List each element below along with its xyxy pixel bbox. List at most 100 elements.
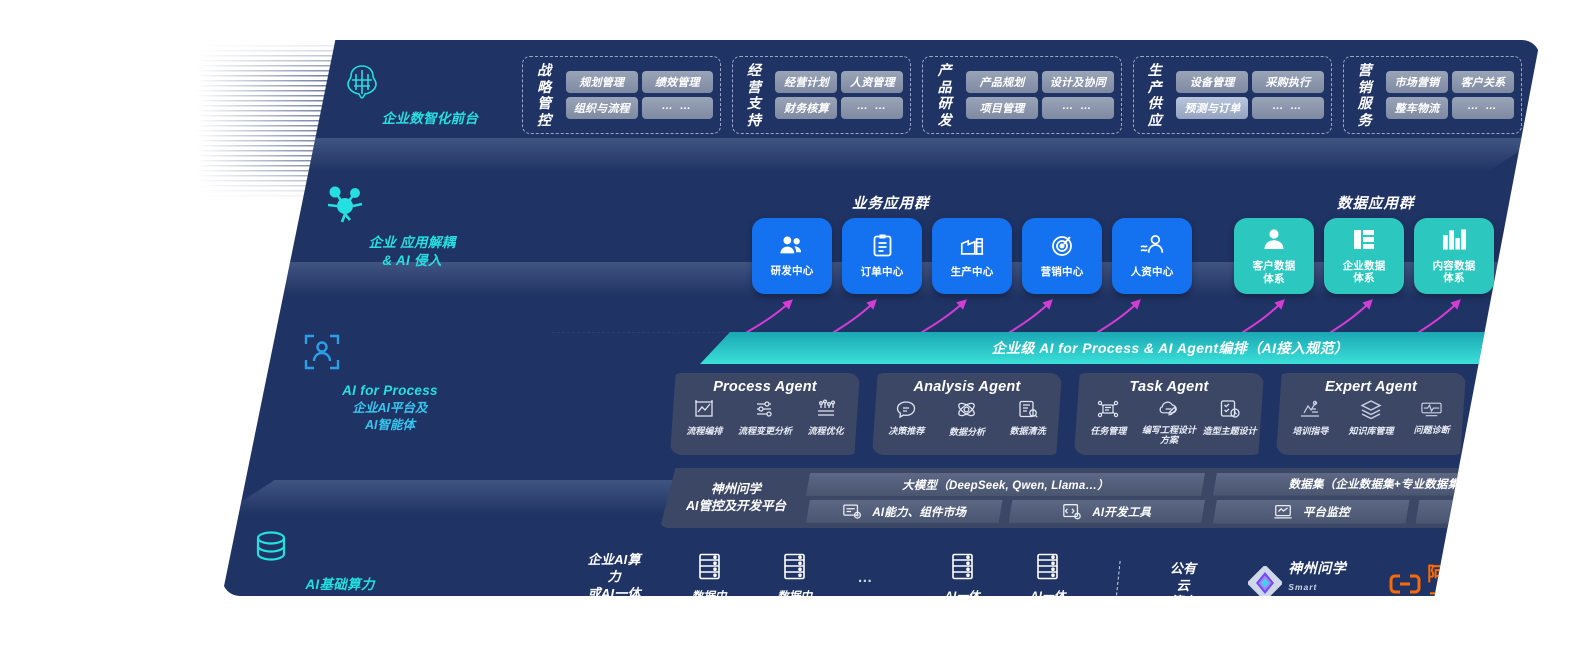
huawei-logo-label: HUAWEI <box>1518 599 1560 609</box>
rail-sublabel: 企业AI平台及 AI智能体 <box>352 401 428 433</box>
settings-list-icon <box>754 399 776 424</box>
agent-feature[interactable]: 数据清洗 <box>998 399 1058 436</box>
server-icon <box>782 553 807 585</box>
app-card[interactable]: 订单中心 <box>842 218 922 294</box>
strategy-cell[interactable]: … … <box>1252 97 1324 120</box>
devtools-icon <box>1062 503 1082 520</box>
app-card-label: 营销中心 <box>1040 266 1084 279</box>
hr-person-icon <box>1139 233 1165 262</box>
strategy-cell[interactable]: 项目管理 <box>966 97 1038 120</box>
business-app-cards: 研发中心 订单中心 生产中心 营销中心 人资中心 <box>752 218 1192 294</box>
agent-card[interactable]: Analysis Agent 决策推荐 数据分析 数据清洗 <box>872 373 1062 455</box>
agent-feature[interactable]: 任务管理 <box>1078 399 1138 436</box>
data-apps-title: 数据应用群 <box>1337 196 1415 212</box>
agent-feature[interactable]: 流程编排 <box>674 399 734 436</box>
agent-feature-label: 知识库管理 <box>1348 426 1394 436</box>
strategy-cell[interactable]: 整车物流 <box>1385 97 1448 120</box>
agent-card[interactable]: Process Agent 流程编排 流程变更分析 流程优化 <box>670 373 860 455</box>
strategy-group[interactable]: 经营 支持 经营计划 人资管理 财务核算… … <box>732 56 912 135</box>
pi-data-icon <box>1502 399 1523 424</box>
server-icon <box>950 553 975 585</box>
strategy-group-title: 营销 服务 <box>1357 62 1373 128</box>
strategy-cell[interactable]: 人资管理 <box>841 71 904 94</box>
users-icon <box>779 234 805 261</box>
strategy-cell[interactable]: … … <box>641 97 714 120</box>
strategy-cell[interactable]: 客户关系 <box>1451 71 1514 94</box>
app-card[interactable]: 企业数据 体系 <box>1324 218 1404 294</box>
strategy-cell[interactable]: 产品规划 <box>966 71 1038 94</box>
clipboard-icon <box>871 233 894 262</box>
agent-feature-label: 编写工程设计方案 <box>1141 425 1196 446</box>
app-card[interactable]: 研发中心 <box>752 218 832 294</box>
agent-feature[interactable]: PI数据识别 <box>1482 399 1540 436</box>
strategy-cell[interactable]: … … <box>841 97 904 120</box>
strategy-cell[interactable]: 预测与订单 <box>1176 97 1249 120</box>
agent-feature[interactable]: 数据权限 & 安全 <box>1543 399 1572 447</box>
infrastructure-item[interactable]: 公有云 算力 <box>1164 561 1203 596</box>
app-card[interactable]: 产品数据 体系 <box>1504 218 1540 294</box>
server-icon <box>1035 553 1060 585</box>
strategy-cell[interactable]: 财务核算 <box>775 97 838 120</box>
architecture-board: 企业数智化前台 企业 应用解耦 & AI 侵入 <box>222 40 1540 596</box>
agent-feature[interactable]: 流程优化 <box>796 399 856 436</box>
agent-feature[interactable]: 造型主题设计 <box>1200 399 1260 436</box>
agent-card-title: Analysis Agent <box>913 379 1021 395</box>
app-card[interactable]: 内容数据 体系 <box>1414 218 1494 294</box>
infrastructure-item[interactable]: 数据中心 <box>686 553 732 596</box>
strategy-cell[interactable]: 采购执行 <box>1252 71 1324 94</box>
agent-feature[interactable]: 问题诊断 <box>1402 399 1462 435</box>
platform-button-label: 计费/计量 <box>1503 506 1554 519</box>
infrastructure-item[interactable]: 数据中心 <box>772 553 818 596</box>
strategy-group-title: 产品 研发 <box>937 62 953 128</box>
strategy-cell[interactable]: 经营计划 <box>775 71 838 94</box>
agent-feature[interactable]: 决策推荐 <box>876 399 936 436</box>
platform-billing-button[interactable]: 计费/计量 <box>1415 499 1554 524</box>
strategy-cell[interactable]: 设备管理 <box>1176 71 1249 94</box>
strategy-cell[interactable]: 规划管理 <box>565 71 638 94</box>
strategy-cell[interactable]: … … <box>1451 97 1514 120</box>
agent-feature[interactable]: 流程变更分析 <box>735 399 795 436</box>
strategy-group[interactable]: 战略 管控 规划管理 绩效管理 组织与流程… … <box>522 56 722 135</box>
ai-devtools-button[interactable]: AI开发工具 <box>1008 500 1205 523</box>
strategy-cell[interactable]: 绩效管理 <box>641 71 714 94</box>
target-icon <box>1050 233 1074 262</box>
agent-card[interactable]: Expert Agent 培训指导 知识库管理 问题诊断 <box>1276 373 1466 455</box>
agent-card-title: Expert Agent <box>1324 379 1418 395</box>
infrastructure-item[interactable]: AI一体机 <box>939 553 985 596</box>
infrastructure-item[interactable]: AI一体机 <box>1025 553 1071 596</box>
infrastructure-item[interactable]: 企业AI算力 或AI一体机 <box>582 552 646 596</box>
agent-card[interactable]: Compliance AgentPI数据识别数据权限 & 安全合规预警 <box>1478 373 1572 455</box>
platform-brand-label: 神州问学 AI管控及开发平台 <box>685 482 786 513</box>
agent-feature[interactable]: 数据分析 <box>937 399 997 437</box>
agent-feature-label: 造型主题设计 <box>1202 426 1257 436</box>
aliyun-mark-icon <box>1389 574 1423 597</box>
infrastructure-divider <box>1114 561 1121 596</box>
agent-card-title: Process Agent <box>713 379 817 395</box>
strategy-cell[interactable]: 组织与流程 <box>565 97 638 120</box>
strategy-group-title: 经营 支持 <box>747 62 762 128</box>
agent-feature-label: 流程变更分析 <box>737 426 792 436</box>
strategy-group[interactable]: 生产 供应 设备管理 采购执行 预测与订单… … <box>1132 56 1332 135</box>
strategy-group[interactable]: 营销 服务 市场营销 客户关系 整车物流… … <box>1342 56 1522 135</box>
strategy-cell[interactable]: 设计及协同 <box>1041 71 1114 94</box>
factory-icon <box>959 234 985 262</box>
strategy-cell[interactable]: 市场营销 <box>1385 71 1448 94</box>
task-node-icon <box>1097 399 1119 424</box>
app-card[interactable]: 人资中心 <box>1112 218 1192 294</box>
agent-feature[interactable]: 培训指导 <box>1280 399 1340 436</box>
app-card[interactable]: 营销中心 <box>1022 218 1102 294</box>
ai-capability-market-button[interactable]: AI能力、组件市场 <box>806 500 1003 523</box>
strategy-group[interactable]: 产品 研发 产品规划 设计及协同 项目管理… … <box>922 56 1122 135</box>
strategy-cell[interactable]: … … <box>1041 97 1114 120</box>
app-card[interactable]: 客户数据 体系 <box>1234 218 1314 294</box>
agent-card[interactable]: Task Agent 任务管理 编写工程设计方案 造型主题设计 <box>1074 373 1264 455</box>
layer-divider-1 <box>222 138 1540 172</box>
cloud-write-icon <box>1157 399 1180 423</box>
agent-feature[interactable]: 编写工程设计方案 <box>1139 399 1199 446</box>
app-card[interactable]: 生产中心 <box>932 218 1012 294</box>
platform-monitoring-button[interactable]: 平台监控 <box>1213 499 1410 524</box>
platform-models-column: 大模型（DeepSeek, Qwen, Llama…） AI能力、组件市场 <box>806 473 1205 523</box>
agent-feature[interactable]: 知识库管理 <box>1341 399 1401 436</box>
rail-app-decoupling: 企业 应用解耦 & AI 侵入 <box>322 180 502 270</box>
car-icon <box>1530 229 1540 254</box>
